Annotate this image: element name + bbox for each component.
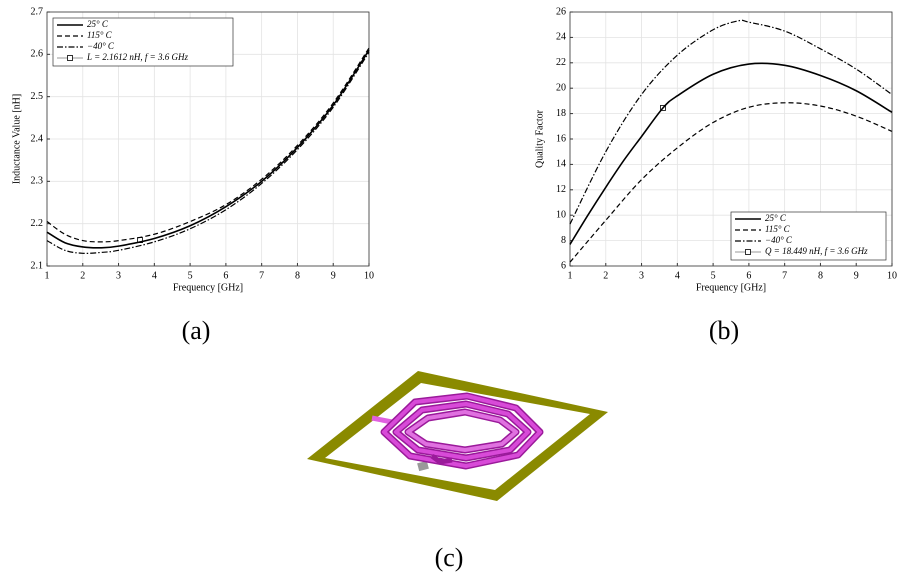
legend-swatch [68,56,73,61]
x-tick-label: 10 [364,270,374,281]
y-axis-label: Inductance Value [nH] [11,94,22,184]
y-tick-label: 2.4 [31,133,44,144]
y-tick-label: 2.3 [31,176,44,187]
legend-label: 25° C [765,213,787,223]
y-tick-label: 12 [556,184,566,195]
figure: (a) (b) (c) 123456789102.12.22.32.42.52.… [0,0,898,583]
x-tick-label: 4 [675,270,680,281]
y-tick-label: 14 [556,159,566,170]
x-axis-label: Frequency [GHz] [173,282,243,293]
legend-label: −40° C [87,41,115,51]
caption: (c) [435,543,464,572]
x-tick-label: 5 [188,270,193,281]
legend-label: 115° C [765,224,791,234]
caption: (a) [182,316,211,345]
x-tick-label: 1 [45,270,50,281]
x-tick-label: 6 [223,270,228,281]
x-tick-label: 4 [152,270,157,281]
legend-label: −40° C [765,235,793,245]
y-tick-label: 20 [556,82,566,93]
legend-label: Q = 18.449 nH, f = 3.6 GHz [765,246,868,256]
x-axis-label: Frequency [GHz] [696,282,766,293]
x-tick-label: 9 [854,270,859,281]
x-tick-label: 3 [639,270,644,281]
x-tick-label: 6 [746,270,751,281]
y-tick-label: 6 [561,260,566,271]
y-tick-label: 22 [556,57,566,68]
y-tick-label: 2.1 [31,260,44,271]
y-axis-label: Quality Factor [534,109,545,168]
y-tick-label: 16 [556,133,566,144]
x-tick-label: 9 [331,270,336,281]
caption: (b) [709,316,739,345]
legend-label: 25° C [87,19,109,29]
y-tick-label: 10 [556,209,566,220]
legend-label: 115° C [87,30,113,40]
x-tick-label: 7 [782,270,787,281]
legend-swatch [746,250,751,255]
x-tick-label: 10 [887,270,897,281]
x-tick-label: 2 [603,270,608,281]
y-tick-label: 8 [561,235,566,246]
y-tick-label: 24 [556,32,566,43]
y-tick-label: 26 [556,6,566,17]
x-tick-label: 2 [80,270,85,281]
y-tick-label: 2.7 [31,6,44,17]
x-tick-label: 3 [116,270,121,281]
x-tick-label: 8 [818,270,823,281]
legend-label: L = 2.1612 nH, f = 3.6 GHz [86,52,188,62]
y-tick-label: 2.6 [31,49,44,60]
y-tick-label: 2.2 [31,218,44,229]
x-tick-label: 7 [259,270,264,281]
inductor-3d [307,371,608,501]
x-tick-label: 1 [568,270,573,281]
x-tick-label: 5 [711,270,716,281]
y-tick-label: 18 [556,108,566,119]
x-tick-label: 8 [295,270,300,281]
y-tick-label: 2.5 [31,91,44,102]
